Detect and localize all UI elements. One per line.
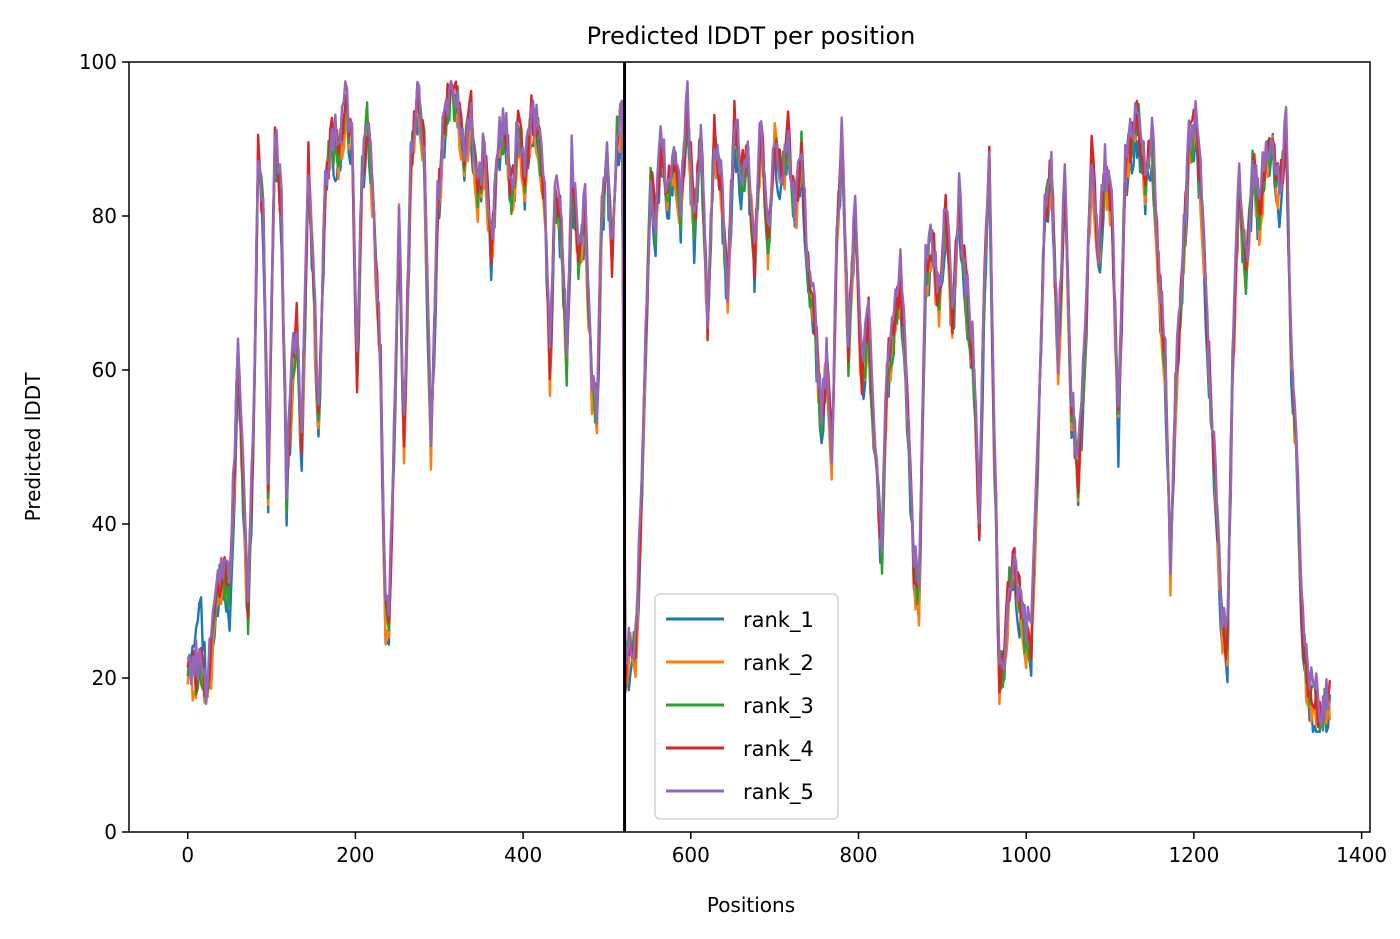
series-layer <box>186 80 1331 734</box>
y-axis-title: Predicted lDDT <box>21 372 45 522</box>
x-tick-label: 0 <box>181 843 194 867</box>
legend: rank_1 rank_2 rank_3 rank_4 rank_5 <box>654 593 839 820</box>
legend-label-rank_3: rank_3 <box>743 694 814 719</box>
x-tick-label: 1000 <box>1001 843 1052 867</box>
x-tick-label: 1400 <box>1336 843 1387 867</box>
y-tick-label: 60 <box>92 358 117 382</box>
x-tick-label: 1200 <box>1168 843 1219 867</box>
x-axis: 0 200 400 600 800 1000 1200 1400 <box>181 832 1387 867</box>
x-tick-label: 600 <box>672 843 710 867</box>
chart-title: Predicted lDDT per position <box>587 22 916 50</box>
x-tick-label: 200 <box>336 843 374 867</box>
legend-label-rank_2: rank_2 <box>743 651 814 676</box>
plot-frame <box>128 61 1371 833</box>
y-tick-label: 0 <box>104 820 117 844</box>
plot-area <box>128 61 1371 833</box>
x-tick-label: 400 <box>504 843 542 867</box>
x-tick-label: 800 <box>839 843 877 867</box>
y-tick-label: 100 <box>79 50 117 74</box>
x-axis-title: Positions <box>707 893 795 917</box>
y-tick-label: 20 <box>92 666 117 690</box>
series-line-rank_5 <box>186 80 1331 727</box>
y-axis: 0 20 40 60 80 100 <box>79 50 129 844</box>
legend-label-rank_1: rank_1 <box>743 608 814 633</box>
y-tick-label: 80 <box>92 204 117 228</box>
y-tick-label: 40 <box>92 512 117 536</box>
legend-label-rank_4: rank_4 <box>743 737 814 762</box>
legend-box <box>654 593 839 820</box>
legend-label-rank_5: rank_5 <box>743 780 814 805</box>
